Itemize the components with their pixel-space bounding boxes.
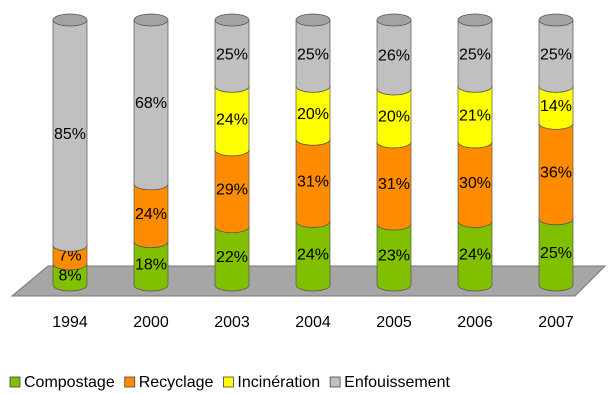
legend-swatch	[223, 376, 234, 388]
bar-segment	[538, 123, 574, 226]
data-label: 8%	[58, 268, 81, 285]
segment-top	[52, 13, 88, 27]
bar-segment	[133, 19, 169, 191]
data-label: 68%	[135, 95, 167, 112]
x-tick-label: 2005	[376, 314, 412, 331]
data-label: 24%	[216, 111, 248, 128]
data-label: 23%	[378, 248, 410, 265]
data-label: 20%	[297, 106, 329, 123]
legend-swatch	[329, 376, 341, 388]
data-label: 14%	[540, 98, 572, 115]
legend-swatch	[124, 376, 136, 388]
data-label: 24%	[135, 206, 167, 223]
data-label: 25%	[540, 46, 572, 63]
segment-top	[376, 13, 412, 27]
x-tick-label: 2004	[295, 314, 331, 331]
data-label: 31%	[297, 174, 329, 191]
data-label: 25%	[216, 46, 248, 63]
bar-segment	[457, 141, 493, 228]
bar-segment	[52, 244, 88, 271]
data-label: 29%	[216, 181, 248, 198]
data-label: 22%	[216, 249, 248, 266]
bar-segment	[457, 85, 493, 149]
x-tick-label: 2007	[538, 314, 574, 331]
legend-label: Recyclage	[139, 374, 214, 391]
bar-segment	[295, 221, 331, 292]
bar-segment	[295, 19, 331, 93]
bar-segment	[376, 88, 412, 149]
data-label: 24%	[459, 246, 491, 263]
data-label: 85%	[54, 126, 86, 143]
segment-top	[457, 13, 493, 27]
data-label: 18%	[135, 257, 167, 274]
bar-segment	[295, 138, 331, 228]
bar-segment	[295, 85, 331, 146]
data-label: 31%	[378, 176, 410, 193]
x-tick-label: 1994	[52, 314, 88, 331]
bar-segment	[133, 241, 169, 292]
bar-segment	[214, 149, 250, 234]
bar-segment	[133, 183, 169, 248]
bar-segment	[52, 19, 88, 252]
bar-segment	[538, 85, 574, 130]
segment-top	[295, 13, 331, 27]
legend-swatch	[9, 376, 21, 388]
x-tick-label: 2000	[133, 314, 169, 331]
segment-top	[538, 13, 574, 27]
data-label: 25%	[297, 46, 329, 63]
x-tick-label: 2003	[214, 314, 250, 331]
bar-segment	[52, 263, 88, 292]
bar-segment	[457, 221, 493, 292]
bar-segment	[538, 19, 574, 93]
segment-top	[214, 13, 250, 27]
data-label: 20%	[378, 109, 410, 126]
bar-segment	[214, 226, 250, 292]
bar-segment	[214, 85, 250, 157]
legend-label: Incinération	[237, 374, 320, 391]
data-label: 21%	[459, 107, 491, 124]
data-label: 25%	[459, 46, 491, 63]
legend-label: Enfouissement	[344, 374, 450, 391]
bar-segment	[376, 223, 412, 292]
data-label: 24%	[297, 246, 329, 263]
bar-segment	[376, 19, 412, 96]
x-tick-label: 2006	[457, 314, 493, 331]
data-label: 36%	[540, 164, 572, 181]
data-label: 26%	[378, 48, 410, 65]
legend-label: Compostage	[24, 374, 115, 391]
bar-segment	[376, 141, 412, 231]
data-label: 30%	[459, 175, 491, 192]
bar-segment	[214, 19, 250, 93]
data-label: 7%	[58, 248, 81, 265]
segment-top	[133, 13, 169, 27]
data-label: 25%	[540, 245, 572, 262]
bar-segment	[538, 218, 574, 292]
bar-segment	[457, 19, 493, 93]
